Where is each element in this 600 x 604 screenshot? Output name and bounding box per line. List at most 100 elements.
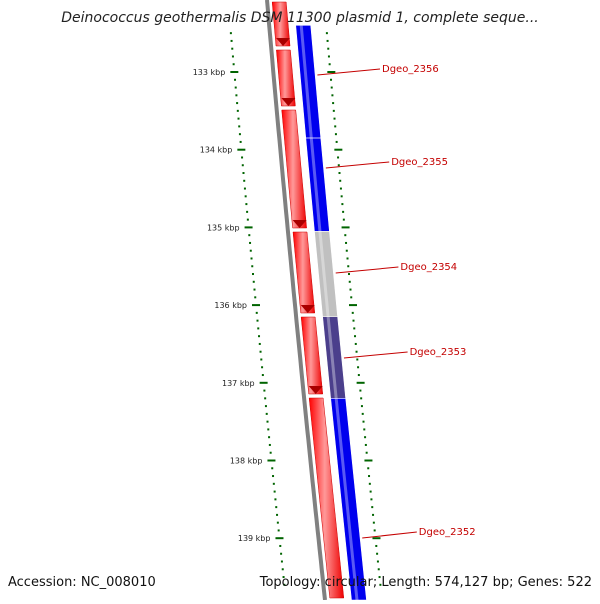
gene-highlight <box>318 231 330 317</box>
minor-tick <box>376 560 379 563</box>
minor-tick <box>338 172 341 175</box>
minor-tick <box>368 482 371 485</box>
minor-tick <box>357 366 360 369</box>
minor-tick <box>368 475 371 478</box>
forward-feature[interactable] <box>308 397 345 599</box>
tick-label: 133 kbp <box>193 68 226 77</box>
major-tick <box>251 304 260 307</box>
minor-tick <box>328 63 331 66</box>
minor-tick <box>373 529 376 532</box>
minor-tick <box>236 102 239 105</box>
minor-tick <box>375 544 378 547</box>
minor-tick <box>281 568 284 571</box>
minor-tick <box>355 350 358 353</box>
forward-feature[interactable] <box>300 316 324 395</box>
gene-label[interactable]: Dgeo_2354 <box>400 262 457 273</box>
backbone-line <box>265 0 327 601</box>
tick-label: 135 kbp <box>207 223 240 232</box>
minor-tick <box>231 55 234 58</box>
minor-tick <box>242 172 245 175</box>
minor-tick <box>331 94 334 97</box>
minor-tick <box>362 420 365 423</box>
minor-tick <box>342 218 345 221</box>
major-tick <box>244 226 253 229</box>
minor-tick <box>378 576 381 579</box>
forward-feature[interactable] <box>271 1 291 47</box>
minor-tick <box>340 195 343 198</box>
minor-tick <box>254 296 257 299</box>
minor-tick <box>354 335 357 338</box>
minor-tick <box>251 265 254 268</box>
minor-tick <box>258 335 261 338</box>
minor-tick <box>268 443 271 446</box>
minor-tick <box>332 102 335 105</box>
minor-tick <box>345 249 348 252</box>
minor-tick <box>237 117 240 120</box>
minor-tick <box>379 583 382 586</box>
minor-tick <box>249 241 252 244</box>
forward-feature[interactable] <box>292 231 316 314</box>
minor-tick <box>330 86 333 89</box>
gene-label[interactable]: Dgeo_2353 <box>410 347 467 358</box>
minor-tick <box>371 506 374 509</box>
minor-tick <box>377 568 380 571</box>
minor-tick <box>264 405 267 408</box>
gene-feature-dgeo_2356[interactable] <box>295 25 322 139</box>
minor-tick <box>266 420 269 423</box>
minor-tick <box>339 179 342 182</box>
minor-tick <box>361 412 364 415</box>
minor-tick <box>370 498 373 501</box>
forward-feature[interactable] <box>281 109 307 229</box>
minor-tick <box>347 265 350 268</box>
minor-tick <box>232 63 235 66</box>
minor-tick <box>279 544 282 547</box>
minor-tick <box>282 576 285 579</box>
minor-tick <box>276 513 279 516</box>
minor-tick <box>263 389 266 392</box>
major-tick <box>327 71 336 73</box>
major-tick <box>230 71 239 73</box>
minor-tick <box>248 234 251 237</box>
minor-tick <box>241 156 244 159</box>
feature-arrow <box>300 305 315 313</box>
minor-tick <box>253 288 256 291</box>
minor-tick <box>267 428 270 431</box>
minor-tick <box>243 179 246 182</box>
major-tick <box>334 148 343 151</box>
minor-tick <box>365 451 368 454</box>
minor-tick <box>246 210 249 213</box>
minor-tick <box>236 109 239 112</box>
gene-label[interactable]: Dgeo_2352 <box>419 527 476 538</box>
major-tick <box>348 304 357 307</box>
minor-tick <box>334 125 337 128</box>
minor-tick <box>271 467 274 470</box>
minor-tick <box>359 389 362 392</box>
genome-summary: Topology: circular; Length: 574,127 bp; … <box>259 575 592 590</box>
minor-tick <box>367 467 370 470</box>
major-tick <box>275 537 284 540</box>
minor-tick <box>360 405 363 408</box>
minor-tick <box>342 210 345 213</box>
gene-label[interactable]: Dgeo_2355 <box>391 157 448 168</box>
major-tick <box>237 148 246 151</box>
minor-tick <box>376 552 379 555</box>
minor-tick <box>265 412 268 415</box>
gene-label[interactable]: Dgeo_2356 <box>382 64 439 75</box>
minor-tick <box>337 164 340 167</box>
minor-tick <box>238 125 241 128</box>
minor-tick <box>335 140 338 143</box>
minor-tick <box>273 490 276 493</box>
major-tick <box>259 381 268 384</box>
minor-tick <box>372 521 375 524</box>
minor-tick <box>354 342 357 345</box>
minor-tick <box>280 552 283 555</box>
minor-tick <box>272 475 275 478</box>
tick-label: 136 kbp <box>214 301 247 310</box>
map-title: Deinococcus geothermalis DSM 11300 plasm… <box>61 10 539 26</box>
forward-feature[interactable] <box>276 49 296 107</box>
tick-label: 134 kbp <box>200 146 233 155</box>
minor-tick <box>372 513 375 516</box>
minor-tick <box>239 140 242 143</box>
